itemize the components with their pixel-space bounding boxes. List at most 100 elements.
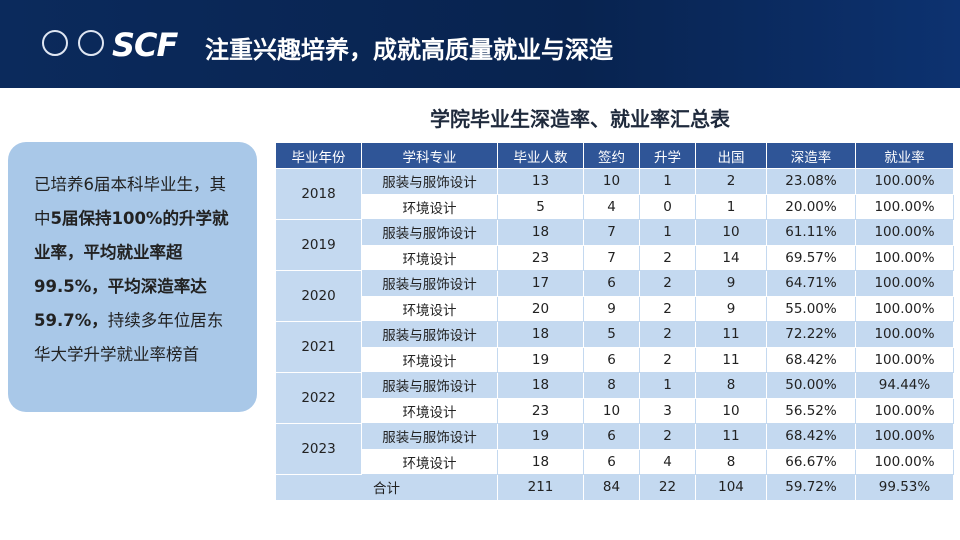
- summary-table: 毕业年份 学科专业 毕业人数 签约 升学 出国 深造率 就业率 2018 服装与服饰设计 13 10 1…: [275, 142, 954, 501]
- cell: 55.00%: [766, 295, 856, 322]
- cell: 20.00%: [766, 193, 856, 220]
- cell: 11: [695, 346, 767, 373]
- cell: 84: [583, 474, 640, 501]
- cell: 7: [583, 244, 640, 271]
- cell: 9: [583, 295, 640, 322]
- cell: 20: [497, 295, 584, 322]
- total-label: 合计: [275, 474, 498, 501]
- cell: 19: [497, 346, 584, 373]
- cell: 68.42%: [766, 423, 856, 450]
- cell: 72.22%: [766, 321, 856, 348]
- cell: 19: [497, 423, 584, 450]
- cell: 100.00%: [855, 168, 954, 195]
- year-cell: 2021: [275, 321, 362, 373]
- cell: 5: [583, 321, 640, 348]
- cell: 100.00%: [855, 448, 954, 475]
- emblem: [78, 30, 104, 56]
- cell: 1: [695, 193, 767, 220]
- cell: 94.44%: [855, 372, 954, 399]
- column-header: 出国: [695, 142, 767, 169]
- cell: 64.71%: [766, 270, 856, 297]
- cell: 服装与服饰设计: [361, 372, 498, 399]
- cell: 10: [695, 219, 767, 246]
- cell: 2: [639, 270, 696, 297]
- header-bar: SCF 注重兴趣培养，成就高质量就业与深造: [0, 0, 960, 88]
- cell: 23: [497, 397, 584, 424]
- cell: 2: [639, 321, 696, 348]
- cell: 100.00%: [855, 423, 954, 450]
- cell: 99.53%: [855, 474, 954, 501]
- cell: 2: [639, 244, 696, 271]
- cell: 50.00%: [766, 372, 856, 399]
- cell: 22: [639, 474, 696, 501]
- column-header: 升学: [639, 142, 696, 169]
- cell: 14: [695, 244, 767, 271]
- cell: 8: [695, 372, 767, 399]
- data-row: 2021 服装与服饰设计 18 5 2 11 72.22% 100.00%: [275, 321, 954, 373]
- summary-text: 已培养6届本科毕业生，其中: [34, 175, 226, 228]
- cell: 环境设计: [361, 295, 498, 322]
- cell: 211: [497, 474, 584, 501]
- data-row: 环境设计 19 6 2 11 68.42% 100.00%: [276, 346, 954, 373]
- cell: 1: [639, 168, 696, 195]
- cell: 环境设计: [361, 448, 498, 475]
- cell: 6: [583, 270, 640, 297]
- cell: 18: [497, 219, 584, 246]
- column-header: 毕业年份: [275, 142, 362, 169]
- data-row: 环境设计 23 7 2 14 69.57% 100.00%: [276, 244, 954, 271]
- column-header: 深造率: [766, 142, 856, 169]
- cell: 23.08%: [766, 168, 856, 195]
- cell: 7: [583, 219, 640, 246]
- cell: 68.42%: [766, 346, 856, 373]
- cell: 0: [639, 193, 696, 220]
- cell: 2: [639, 423, 696, 450]
- summary-box: 已培养6届本科毕业生，其中5届保持100%的升学就业率，平均就业率超99.5%，…: [8, 142, 257, 412]
- cell: 6: [583, 448, 640, 475]
- data-row: 2018 服装与服饰设计 13 10 1 2 23.08% 100.00%: [275, 168, 954, 220]
- data-row: 环境设计 18 6 4 8 66.67% 100.00%: [276, 448, 954, 475]
- cell: 100.00%: [855, 244, 954, 271]
- header-title: 注重兴趣培养，成就高质量就业与深造: [205, 36, 613, 64]
- year-cell: 2022: [275, 372, 362, 424]
- year-cell: 2023: [275, 423, 362, 475]
- cell: 10: [583, 168, 640, 195]
- year-cell: 2018: [275, 168, 362, 220]
- data-row: 环境设计 20 9 2 9 55.00% 100.00%: [276, 295, 954, 322]
- year-cell: 2019: [275, 219, 362, 271]
- cell: 9: [695, 295, 767, 322]
- column-header: 就业率: [855, 142, 954, 169]
- cell: 服装与服饰设计: [361, 321, 498, 348]
- cell: 100.00%: [855, 219, 954, 246]
- cell: 4: [583, 193, 640, 220]
- cell: 1: [639, 219, 696, 246]
- emblem: [42, 30, 68, 56]
- cell: 11: [695, 423, 767, 450]
- cell: 1: [639, 372, 696, 399]
- column-header: 毕业人数: [497, 142, 584, 169]
- cell: 8: [695, 448, 767, 475]
- cell: 18: [497, 448, 584, 475]
- cell: 100.00%: [855, 295, 954, 322]
- cell: 服装与服饰设计: [361, 219, 498, 246]
- data-row: 环境设计 5 4 0 1 20.00% 100.00%: [276, 193, 954, 220]
- cell: 4: [639, 448, 696, 475]
- cell: 8: [583, 372, 640, 399]
- cell: 5: [497, 193, 584, 220]
- cell: 11: [695, 321, 767, 348]
- cell: 59.72%: [766, 474, 856, 501]
- summary-text: 5届保持100%的升学就业率，平均就业率超99.5%，平均深造率达59.7%，: [34, 209, 229, 330]
- cell: 10: [583, 397, 640, 424]
- cell: 10: [695, 397, 767, 424]
- data-row: 2023 服装与服饰设计 19 6 2 11 68.42% 100.00%: [275, 423, 954, 475]
- cell: 18: [497, 372, 584, 399]
- summary-text: 持续多年位居东华大学升学就业率榜首: [34, 311, 224, 364]
- cell: 100.00%: [855, 321, 954, 348]
- cell: 69.57%: [766, 244, 856, 271]
- cell: 6: [583, 346, 640, 373]
- cell: 环境设计: [361, 193, 498, 220]
- cell: 环境设计: [361, 397, 498, 424]
- table-title: 学院毕业生深造率、就业率汇总表: [430, 107, 730, 131]
- cell: 2: [695, 168, 767, 195]
- cell: 服装与服饰设计: [361, 168, 498, 195]
